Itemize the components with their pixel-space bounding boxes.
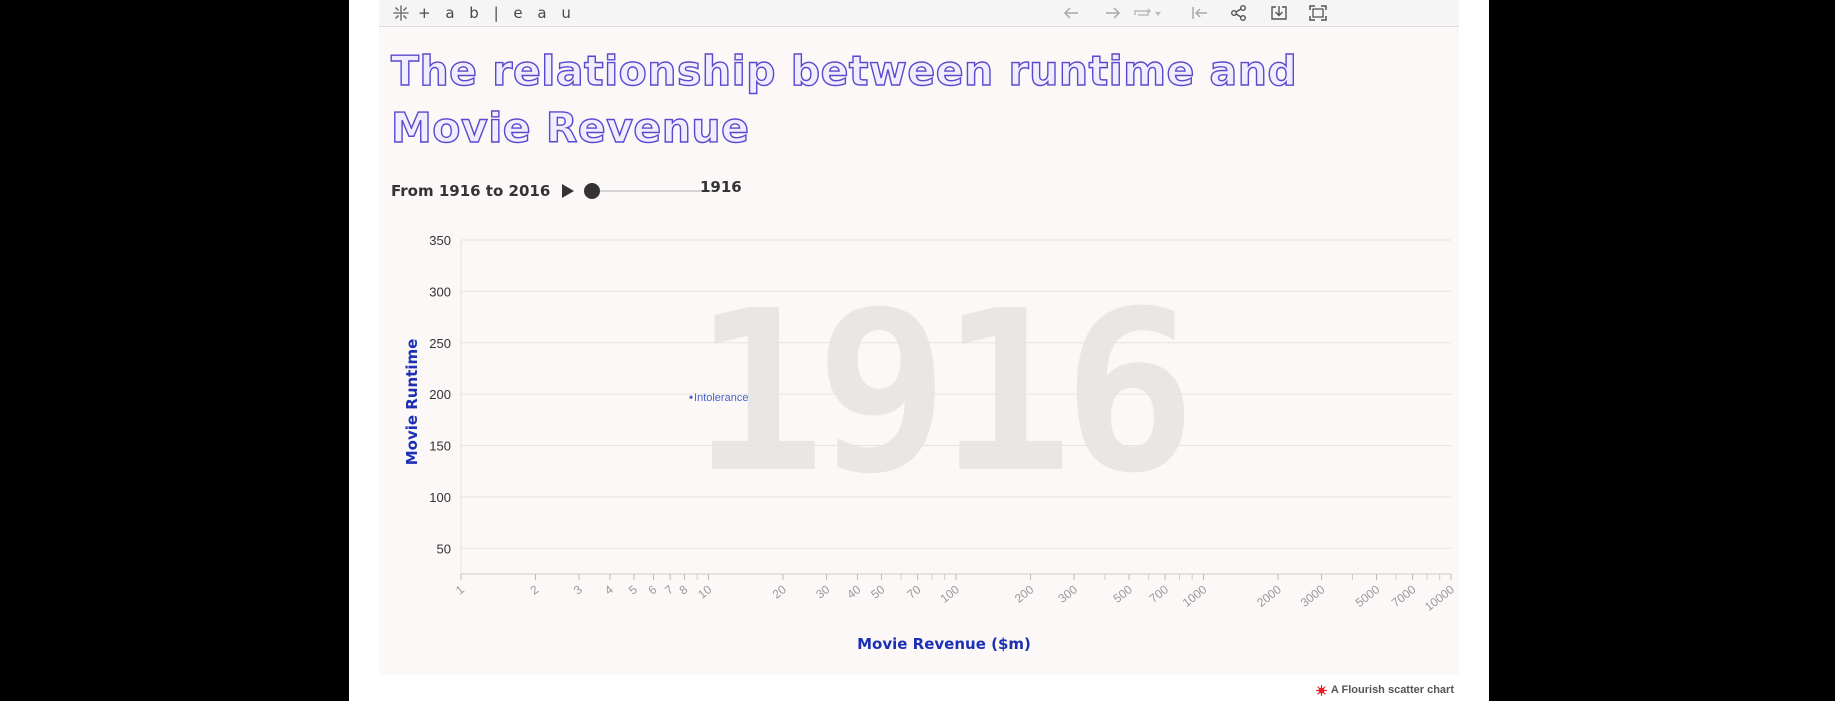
fullscreen-icon <box>1309 5 1327 21</box>
tableau-toolbar: + a b | e a u <box>379 0 1459 27</box>
x-axis-ticks: 1 2 3 4 5 6 7 8 10 20 30 40 50 70 100 200 300 500 700 1000 2… <box>453 574 1457 614</box>
y-tick-label: 50 <box>437 541 451 556</box>
share-button[interactable] <box>1226 2 1252 24</box>
data-point-label: Intolerance <box>694 392 748 404</box>
x-tick-label: 6 <box>646 582 660 597</box>
y-tick-label: 350 <box>429 233 451 248</box>
reset-button[interactable] <box>1187 2 1213 24</box>
x-tick-label: 40 <box>844 582 863 601</box>
download-button[interactable] <box>1266 2 1292 24</box>
x-tick-label: 3000 <box>1298 582 1328 610</box>
scatter-chart: 1916 50 100 150 200 250 300 350 1 2 3 4 5 6 7 8 10 20 30… <box>403 233 1457 653</box>
share-icon <box>1231 5 1246 21</box>
dropdown-icon <box>1155 12 1161 16</box>
y-tick-label: 100 <box>429 490 451 505</box>
x-tick-label: 1 <box>453 582 467 597</box>
x-tick-label: 8 <box>676 582 690 597</box>
y-axis-label: Movie Runtime <box>403 339 421 466</box>
timeline-range-label: From 1916 to 2016 <box>391 182 551 200</box>
background-year-watermark: 1916 <box>692 264 1187 522</box>
credit-text: A Flourish scatter chart <box>1330 684 1454 696</box>
y-tick-label: 300 <box>429 284 451 299</box>
x-tick-label: 5000 <box>1353 582 1383 610</box>
x-tick-label: 1000 <box>1180 582 1210 610</box>
year-slider[interactable] <box>584 182 719 200</box>
x-tick-label: 7 <box>662 582 676 597</box>
y-tick-label: 250 <box>429 336 451 351</box>
x-tick-label: 4 <box>602 582 616 597</box>
x-tick-label: 2000 <box>1254 582 1284 610</box>
x-tick-label: 200 <box>1012 582 1037 606</box>
x-tick-label: 20 <box>770 582 789 601</box>
flourish-logo-icon <box>1315 684 1327 696</box>
chart-title: The relationship between runtime and Mov… <box>390 46 1298 152</box>
x-tick-label: 500 <box>1110 582 1135 606</box>
reset-icon <box>1192 7 1207 19</box>
tableau-logo-icon <box>393 5 409 21</box>
fullscreen-button[interactable] <box>1305 2 1331 24</box>
slider-handle[interactable] <box>584 183 601 199</box>
x-tick-label: 300 <box>1056 582 1081 606</box>
x-tick-label: 10 <box>695 582 714 601</box>
data-points: Intolerance <box>689 392 748 404</box>
redo-icon <box>1106 7 1121 19</box>
x-tick-label: 5 <box>626 582 640 597</box>
x-tick-label: 700 <box>1147 582 1172 606</box>
play-icon[interactable] <box>560 182 576 200</box>
tableau-wordmark: + a b | e a u <box>418 4 576 22</box>
x-tick-label: 3 <box>571 582 585 597</box>
timeline-controls: From 1916 to 2016 <box>391 177 791 205</box>
slider-track[interactable] <box>584 190 719 192</box>
download-icon <box>1271 6 1287 20</box>
redo-button[interactable] <box>1099 2 1125 24</box>
x-axis-label: Movie Revenue ($m) <box>857 635 1031 653</box>
x-tick-label: 7000 <box>1389 582 1419 610</box>
x-tick-label: 2 <box>527 582 541 597</box>
grid-lines <box>460 239 1451 575</box>
revert-dropdown-button[interactable] <box>1151 2 1165 24</box>
x-tick-label: 70 <box>904 582 923 601</box>
x-tick-label: 30 <box>813 582 832 601</box>
x-tick-label: 50 <box>868 582 887 601</box>
flourish-visualization: The relationship between runtime and Mov… <box>379 27 1459 675</box>
tableau-logo: + a b | e a u <box>392 2 576 24</box>
revert-icon <box>1134 8 1152 16</box>
data-point[interactable] <box>689 395 693 399</box>
dashboard-page: + a b | e a u The relationship between r… <box>349 0 1489 701</box>
flourish-credit[interactable]: A Flourish scatter chart <box>1315 684 1454 696</box>
revert-button[interactable] <box>1129 2 1155 24</box>
current-year-label: 1916 <box>700 178 742 196</box>
x-tick-label: 100 <box>937 582 962 606</box>
y-tick-label: 200 <box>429 387 451 402</box>
x-tick-label: 10000 <box>1422 582 1457 614</box>
undo-button[interactable] <box>1059 2 1085 24</box>
y-tick-label: 150 <box>429 439 451 454</box>
y-axis-ticks: 50 100 150 200 250 300 350 <box>429 233 451 556</box>
undo-icon <box>1063 7 1078 19</box>
